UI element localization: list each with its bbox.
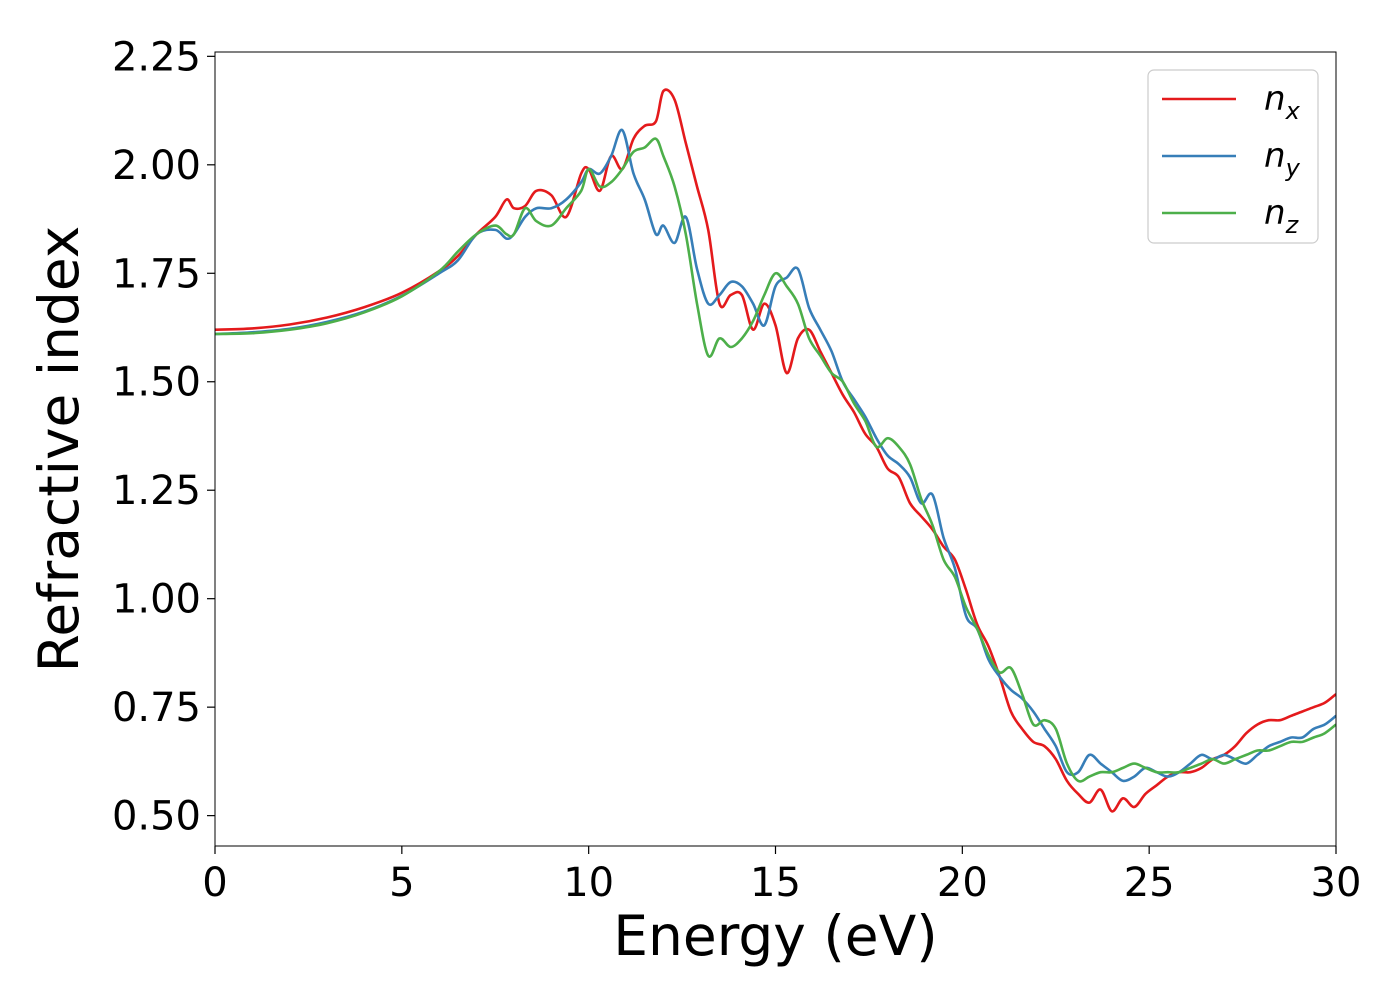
x-tick-label: 25: [1124, 860, 1175, 906]
x-tick-label: 30: [1311, 860, 1362, 906]
x-tick-label: 5: [389, 860, 414, 906]
y-tick-label: 1.75: [112, 251, 201, 297]
x-tick-label: 15: [750, 860, 801, 906]
y-tick-label: 2.25: [112, 34, 201, 80]
x-axis-ticks: 0 5 10 15 20 25 30: [202, 846, 1361, 906]
y-tick-label: 1.00: [112, 577, 201, 623]
y-axis-ticks: 0.50 0.75 1.00 1.25 1.50 1.75 2.00 2.25: [112, 34, 215, 839]
x-tick-label: 10: [563, 860, 614, 906]
y-tick-label: 0.75: [112, 685, 201, 731]
y-tick-label: 2.00: [112, 143, 201, 189]
y-tick-label: 1.50: [112, 360, 201, 406]
y-axis-label: Refractive index: [27, 226, 91, 673]
y-tick-label: 0.50: [112, 794, 201, 840]
x-axis-label: Energy (eV): [613, 904, 937, 968]
x-tick-label: 20: [937, 860, 988, 906]
y-tick-label: 1.25: [112, 468, 201, 514]
x-tick-label: 0: [202, 860, 227, 906]
line-chart: 0 5 10 15 20 25 30 0.50 0.75 1.00 1.25 1.50 1.75 2.0…: [0, 0, 1400, 1000]
